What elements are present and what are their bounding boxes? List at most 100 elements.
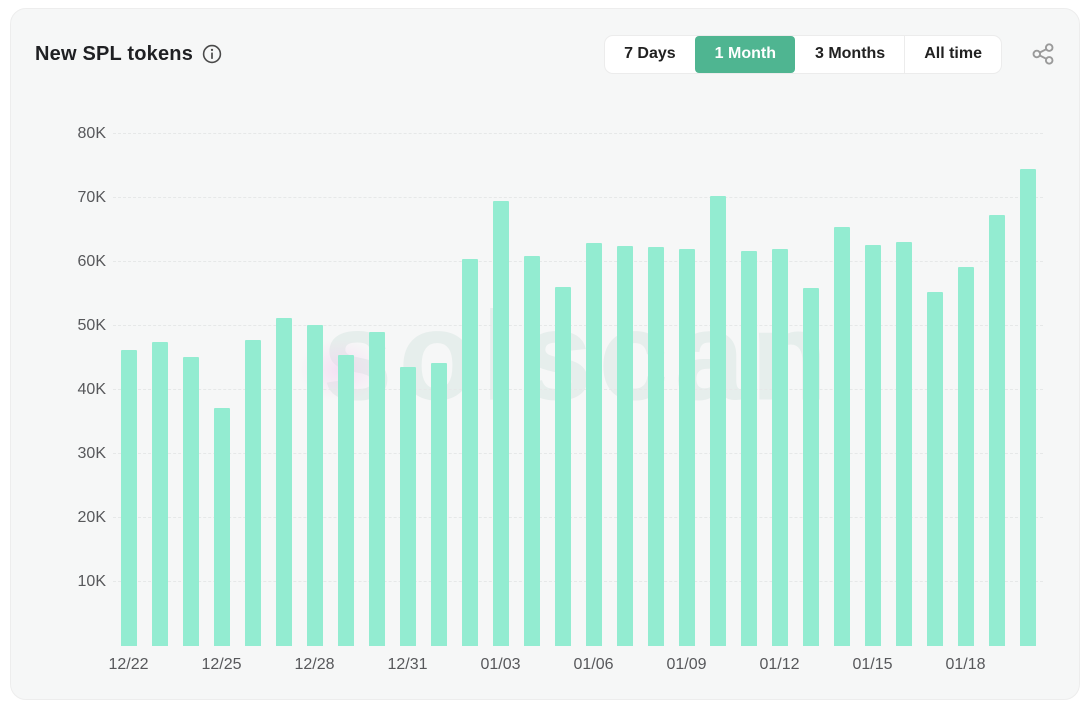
bar-01-03[interactable] <box>492 201 509 646</box>
x-tick-label: 01/15 <box>852 656 893 673</box>
bar-01-06[interactable] <box>585 242 602 646</box>
gridline-50K <box>113 325 1043 326</box>
bar-01-11[interactable] <box>740 250 757 646</box>
x-tick-label: 12/31 <box>387 656 428 673</box>
x-tick-label <box>888 656 919 678</box>
bar-slot <box>392 134 423 646</box>
y-axis-labels: 10K 20K 30K 40K 50K 60K 70K 80K <box>35 125 106 646</box>
time-range-tabs: 7 Days 1 Month 3 Months All time <box>604 34 1002 74</box>
tab-7-days[interactable]: 7 Days <box>624 45 676 62</box>
bar-slot <box>702 134 733 646</box>
bar-01-04[interactable] <box>523 255 540 646</box>
header-controls: 7 Days 1 Month 3 Months All time <box>604 34 1056 74</box>
x-tick-label <box>1012 656 1043 678</box>
card-header: New SPL tokens 7 Days 1 Month 3 Months All … <box>35 34 1056 74</box>
x-tick-label: 12/25 <box>201 656 242 673</box>
bar-01-19[interactable] <box>988 215 1005 646</box>
y-tick-label: 50K <box>77 317 106 334</box>
bar-slot <box>144 134 175 646</box>
x-tick-label <box>609 656 640 678</box>
bar-12-25[interactable] <box>213 407 230 646</box>
x-tick-label <box>144 656 175 678</box>
bar-01-17[interactable] <box>926 292 943 646</box>
bar-slot <box>826 134 857 646</box>
bar-slot <box>1012 134 1043 646</box>
y-tick-label: 80K <box>77 125 106 142</box>
info-icon[interactable] <box>202 44 222 64</box>
bar-12-23[interactable] <box>151 342 168 646</box>
bar-slot <box>857 134 888 646</box>
x-tick-label <box>981 656 1012 678</box>
new-spl-tokens-card: New SPL tokens 7 Days 1 Month 3 Months All … <box>10 8 1080 700</box>
gridline-20K <box>113 517 1043 518</box>
bar-slot <box>113 134 144 646</box>
bar-12-27[interactable] <box>275 317 292 646</box>
bar-01-12[interactable] <box>771 248 788 646</box>
x-tick-label <box>702 656 733 678</box>
gridline-30K <box>113 453 1043 454</box>
bar-slot <box>609 134 640 646</box>
x-tick-label: 12/22 <box>108 656 149 673</box>
x-tick-label: 01/03 <box>480 656 521 673</box>
bar-slot <box>361 134 392 646</box>
share-icon[interactable] <box>1030 41 1056 67</box>
bar-12-28[interactable] <box>306 324 323 646</box>
bar-01-18[interactable] <box>957 266 974 646</box>
x-tick-label <box>330 656 361 678</box>
bar-01-15[interactable] <box>864 245 881 646</box>
bar-slot <box>516 134 547 646</box>
gridline-60K <box>113 261 1043 262</box>
bar-12-24[interactable] <box>182 356 199 646</box>
plot-area: solscan <box>113 133 1043 646</box>
page-title: New SPL tokens <box>35 42 194 65</box>
title-row: New SPL tokens <box>35 43 222 66</box>
x-tick-label: 12/28 <box>294 656 335 673</box>
bar-01-05[interactable] <box>554 287 571 646</box>
bar-slot <box>950 134 981 646</box>
bar-slot <box>485 134 516 646</box>
bar-slot <box>764 134 795 646</box>
bar-01-08[interactable] <box>647 246 664 646</box>
bar-slot <box>268 134 299 646</box>
x-tick-label: 01/12 <box>759 656 800 673</box>
tab-3-months[interactable]: 3 Months <box>814 45 886 62</box>
bar-01-13[interactable] <box>802 288 819 646</box>
x-tick-label <box>423 656 454 678</box>
x-tick-label: 01/09 <box>666 656 707 673</box>
bar-slot <box>640 134 671 646</box>
bar-slot <box>237 134 268 646</box>
gridline-80K <box>113 133 1043 134</box>
bar-slot <box>454 134 485 646</box>
bar-slot <box>578 134 609 646</box>
y-tick-label: 60K <box>77 253 106 270</box>
bar-slot <box>547 134 578 646</box>
bar-slot <box>299 134 330 646</box>
bar-01-01[interactable] <box>430 363 447 646</box>
bar-01-16[interactable] <box>895 241 912 646</box>
bar-01-10[interactable] <box>709 196 726 646</box>
bar-slot <box>175 134 206 646</box>
bar-slot <box>671 134 702 646</box>
x-tick-label <box>237 656 268 678</box>
tab-all-time[interactable]: All time <box>904 35 1001 73</box>
bar-slot <box>206 134 237 646</box>
x-tick-label: 01/18 <box>945 656 986 673</box>
bar-slot <box>981 134 1012 646</box>
bar-12-31[interactable] <box>399 367 416 646</box>
bar-01-14[interactable] <box>833 226 850 646</box>
bar-12-22[interactable] <box>120 349 137 646</box>
y-tick-label: 20K <box>77 509 106 526</box>
bar-slot <box>330 134 361 646</box>
x-tick-label <box>516 656 547 678</box>
tab-1-month[interactable]: 1 Month <box>694 35 795 73</box>
bar-01-20[interactable] <box>1019 168 1036 646</box>
bar-12-26[interactable] <box>244 340 261 646</box>
y-tick-label: 30K <box>77 445 106 462</box>
gridline-70K <box>113 197 1043 198</box>
bar-12-29[interactable] <box>337 355 354 646</box>
bar-01-02[interactable] <box>461 259 478 646</box>
bar-01-09[interactable] <box>678 249 695 646</box>
bar-12-30[interactable] <box>368 331 385 646</box>
bar-01-07[interactable] <box>616 246 633 646</box>
